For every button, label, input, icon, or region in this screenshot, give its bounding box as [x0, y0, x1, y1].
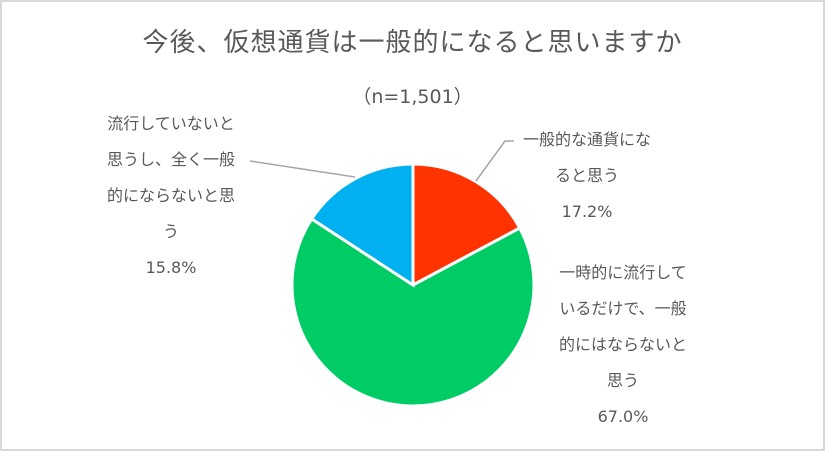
- label-text: 一時的に流行して: [559, 263, 687, 282]
- data-label-general: 一般的な通貨にな ると思う 17.2%: [512, 122, 662, 230]
- pie-slice-general: [411, 162, 522, 288]
- pie-slices: [290, 162, 536, 408]
- label-text: 的にならないと思: [106, 186, 235, 205]
- label-text: ると思う: [554, 166, 619, 185]
- chart-subtitle: （n=1,501）: [352, 86, 473, 108]
- label-text: いるだけで、一般: [559, 299, 687, 318]
- data-label-not-trending: 流行していないと 思うし、全く一般 的にならないと思 う 15.8%: [90, 106, 252, 286]
- label-text: 思う: [606, 371, 639, 390]
- pie-slice-not-trending: [309, 162, 415, 288]
- pie-slice-temporary: [290, 216, 536, 408]
- label-percent: 67.0%: [597, 407, 649, 426]
- label-percent: 15.8%: [145, 258, 197, 277]
- label-text: 一般的な通貨にな: [522, 130, 651, 149]
- label-text: 流行していないと: [107, 114, 235, 133]
- label-text: う: [162, 222, 179, 241]
- leader-line-general: [475, 140, 514, 182]
- label-text: 思うし、全く一般: [106, 150, 235, 169]
- label-percent: 17.2%: [561, 202, 613, 221]
- leader-line-not-trending: [249, 160, 356, 178]
- chart-title: 今後、仮想通貨は一般的になると思いますか: [142, 28, 683, 58]
- label-text: 的にはならないと: [558, 335, 687, 354]
- data-label-temporary: 一時的に流行して いるだけで、一般 的にはならないと 思う 67.0%: [548, 255, 698, 435]
